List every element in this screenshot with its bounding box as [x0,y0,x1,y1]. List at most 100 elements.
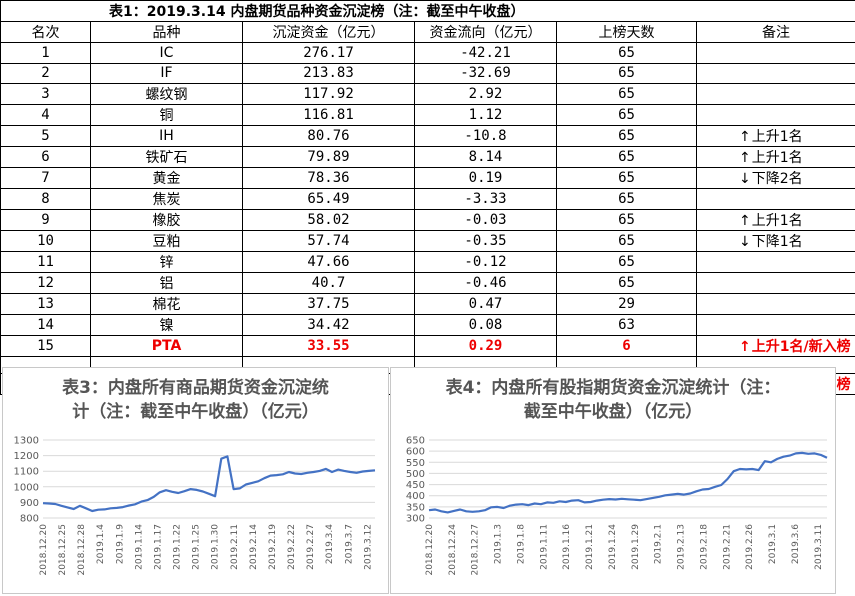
cell-fund[interactable]: 117.92 [242,83,415,105]
cell-name[interactable]: IH [90,125,243,147]
cell-fund[interactable]: 80.76 [242,125,415,147]
header-fund[interactable]: 沉淀资金（亿元） [242,21,415,43]
cell-fund[interactable]: 40.7 [242,272,415,294]
cell-days[interactable]: 65 [556,104,697,126]
cell-note[interactable] [695,293,855,315]
cell-fund[interactable]: 58.02 [242,209,415,231]
cell-note[interactable]: ↓下降2名 [695,167,855,189]
cell-note[interactable]: ↑上升1名/新入榜 [695,335,855,357]
cell-fund[interactable]: 213.83 [242,62,415,84]
cell-days[interactable]: 65 [556,209,697,231]
cell-flow[interactable]: 2.92 [414,83,557,105]
cell-flow[interactable]: -42.21 [414,42,557,64]
cell-rank[interactable]: 10 [0,230,91,252]
header-note[interactable]: 备注 [695,21,855,43]
cell-fund[interactable]: 78.36 [242,167,415,189]
cell-rank[interactable]: 14 [0,314,91,336]
cell-note[interactable] [695,272,855,294]
cell-name[interactable]: 镍 [90,314,243,336]
cell-name[interactable]: 橡胶 [90,209,243,231]
header-flow[interactable]: 资金流向（亿元） [414,21,557,43]
cell-fund[interactable]: 276.17 [242,42,415,64]
cell-flow[interactable]: 0.19 [414,167,557,189]
cell-name[interactable]: 豆粕 [90,230,243,252]
cell-fund[interactable]: 79.89 [242,146,415,168]
cell-rank[interactable]: 13 [0,293,91,315]
cell-name[interactable]: 铝 [90,272,243,294]
cell-days[interactable]: 65 [556,62,697,84]
cell-name[interactable]: 黄金 [90,167,243,189]
series-line[interactable] [428,451,828,514]
cell-flow[interactable]: -3.33 [414,188,557,210]
cell-rank[interactable]: 5 [0,125,91,147]
cell-name[interactable]: 锌 [90,251,243,273]
cell-flow[interactable]: 0.47 [414,293,557,315]
cell-flow[interactable]: -32.69 [414,62,557,84]
cell-days[interactable]: 65 [556,146,697,168]
cell-fund[interactable]: 47.66 [242,251,415,273]
cell-flow[interactable]: -0.35 [414,230,557,252]
cell-days[interactable]: 65 [556,230,697,252]
commodity-fund-chart[interactable]: 表3：内盘所有商品期货资金沉淀统 计（注：截至中午收盘）（亿元） 800 900 1… [2,367,389,594]
cell-days[interactable]: 29 [556,293,697,315]
cell-days[interactable]: 65 [556,167,697,189]
cell-note[interactable]: ↑上升1名 [695,209,855,231]
cell-note[interactable]: ↑上升1名 [695,125,855,147]
cell-note[interactable]: ↑上升1名 [695,146,855,168]
cell-flow[interactable]: 1.12 [414,104,557,126]
cell-fund[interactable]: 37.75 [242,293,415,315]
cell-rank[interactable]: 2 [0,62,91,84]
cell-note[interactable] [695,314,855,336]
index-fund-chart[interactable]: 表4：内盘所有股指期货资金沉淀统计（注： 截至中午收盘）（亿元） 300 350 4… [390,367,836,594]
cell-name[interactable]: 螺纹钢 [90,83,243,105]
cell-rank[interactable]: 11 [0,251,91,273]
cell-rank[interactable]: 3 [0,83,91,105]
cell-fund[interactable]: 33.55 [242,335,415,357]
cell-note[interactable] [695,251,855,273]
cell-name[interactable]: 棉花 [90,293,243,315]
cell-name[interactable]: IC [90,42,243,64]
series-line[interactable] [42,455,376,513]
cell-flow[interactable]: 8.14 [414,146,557,168]
cell-fund[interactable]: 57.74 [242,230,415,252]
cell-fund[interactable]: 34.42 [242,314,415,336]
cell-fund[interactable]: 65.49 [242,188,415,210]
cell-days[interactable]: 65 [556,125,697,147]
cell-rank[interactable]: 8 [0,188,91,210]
cell-rank[interactable]: 6 [0,146,91,168]
cell-days[interactable]: 65 [556,188,697,210]
table-title[interactable]: 表1：2019.3.14 内盘期货品种资金沉淀榜（注：截至中午收盘） [0,0,855,22]
cell-name[interactable]: 铁矿石 [90,146,243,168]
cell-note[interactable]: ↓下降1名 [695,230,855,252]
cell-flow[interactable]: -0.03 [414,209,557,231]
cell-flow[interactable]: 0.08 [414,314,557,336]
cell-days[interactable]: 65 [556,83,697,105]
cell-rank[interactable]: 7 [0,167,91,189]
cell-flow[interactable]: -0.12 [414,251,557,273]
cell-note[interactable] [695,83,855,105]
cell-days[interactable]: 63 [556,314,697,336]
cell-flow[interactable]: -10.8 [414,125,557,147]
cell-name[interactable]: IF [90,62,243,84]
header-days[interactable]: 上榜天数 [556,21,697,43]
cell-name[interactable]: 铜 [90,104,243,126]
cell-rank[interactable]: 9 [0,209,91,231]
cell-note[interactable] [695,42,855,64]
cell-days[interactable]: 65 [556,272,697,294]
cell-rank[interactable]: 15 [0,335,91,357]
header-name[interactable]: 品种 [90,21,243,43]
cell-note[interactable] [695,188,855,210]
header-rank[interactable]: 名次 [0,21,91,43]
cell-name[interactable]: PTA [90,335,243,357]
cell-rank[interactable]: 1 [0,42,91,64]
cell-days[interactable]: 65 [556,42,697,64]
cell-note[interactable] [695,104,855,126]
cell-rank[interactable]: 4 [0,104,91,126]
cell-name[interactable]: 焦炭 [90,188,243,210]
cell-flow[interactable]: -0.46 [414,272,557,294]
cell-rank[interactable]: 12 [0,272,91,294]
cell-days[interactable]: 65 [556,251,697,273]
cell-days[interactable]: 6 [556,335,697,357]
cell-fund[interactable]: 116.81 [242,104,415,126]
cell-note[interactable] [695,62,855,84]
